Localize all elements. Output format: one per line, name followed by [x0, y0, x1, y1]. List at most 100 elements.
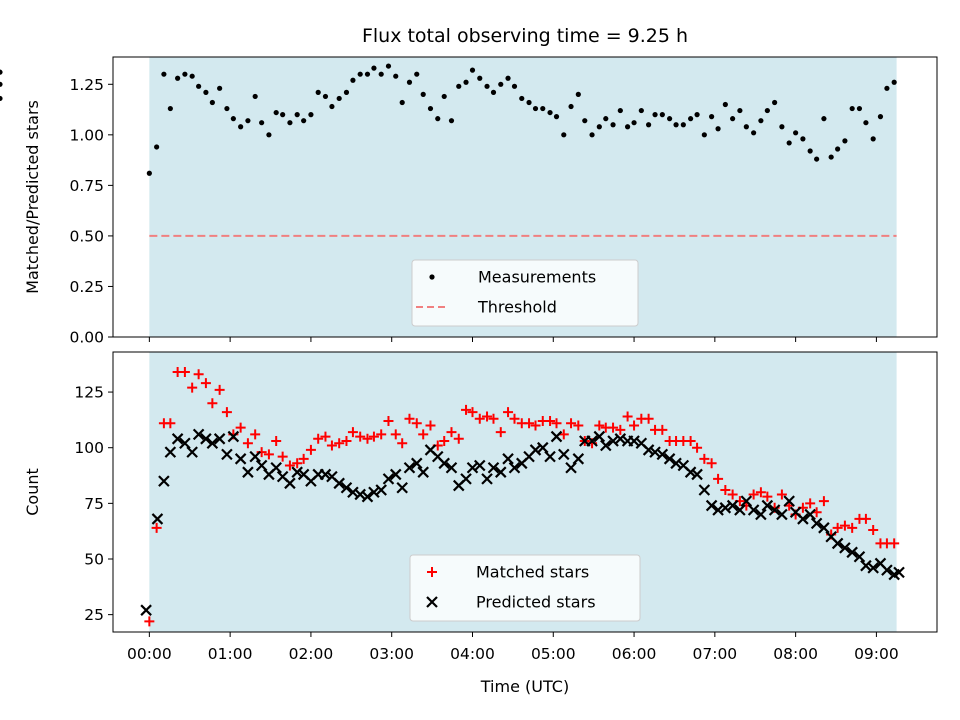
data-point [376, 429, 387, 440]
data-point [361, 490, 374, 503]
data-point [350, 77, 356, 83]
series-matched-stars [144, 367, 900, 627]
data-point [807, 148, 813, 154]
data-point [544, 450, 556, 463]
data-point [509, 413, 520, 424]
data-point [849, 105, 855, 112]
data-point [524, 418, 535, 429]
data-point [0, 69, 3, 75]
data-point [383, 415, 394, 426]
data-point [230, 116, 236, 122]
data-point [656, 448, 669, 461]
data-point [271, 436, 282, 447]
data-point [712, 504, 724, 516]
data-point [193, 369, 204, 380]
data-point [884, 85, 890, 91]
legend-marker [426, 596, 438, 608]
data-point [831, 537, 844, 550]
data-point [755, 508, 767, 521]
data-point [818, 522, 830, 534]
data-point [839, 520, 850, 531]
data-point [255, 459, 268, 472]
data-point [242, 466, 254, 478]
data-point [545, 415, 556, 426]
data-point [326, 440, 337, 451]
data-point [804, 508, 816, 521]
data-point [720, 484, 731, 495]
data-point [629, 420, 640, 431]
data-point [495, 427, 506, 438]
data-point [642, 444, 655, 456]
data-point [446, 427, 457, 438]
data-point [343, 89, 350, 95]
data-point [435, 116, 441, 122]
data-point [482, 411, 493, 422]
data-point [530, 420, 541, 431]
series-measurements [0, 63, 897, 176]
data-point [439, 436, 450, 447]
data-point [292, 458, 303, 469]
data-point [490, 89, 497, 95]
data-point [165, 418, 176, 429]
data-point [684, 466, 697, 478]
y-tick-label: 0.75 [69, 177, 104, 195]
data-point [828, 154, 834, 160]
data-point [498, 81, 504, 87]
data-point [610, 122, 616, 128]
axes-frame [112, 56, 938, 338]
data-point [743, 124, 749, 130]
data-point [329, 103, 335, 110]
data-point [393, 73, 399, 79]
legend-label: Threshold [477, 298, 557, 317]
data-point [699, 453, 710, 464]
data-point [649, 446, 661, 458]
data-point [692, 442, 703, 453]
data-point [404, 413, 415, 424]
data-point [438, 457, 450, 470]
x-axis-label: Time (UTC) [480, 677, 569, 696]
legend-label: Matched stars [476, 563, 589, 582]
data-point [713, 473, 724, 484]
data-point [301, 118, 307, 124]
y-tick-label: 100 [74, 439, 104, 457]
data-point [793, 130, 799, 136]
data-point [706, 458, 717, 469]
data-point [657, 424, 668, 435]
data-point [667, 116, 673, 122]
data-point [182, 71, 188, 77]
chart-title: Flux total observing time = 9.25 h [362, 25, 688, 47]
data-point [273, 109, 279, 116]
data-point [646, 122, 652, 128]
data-point [502, 453, 514, 465]
data-point [891, 79, 897, 85]
data-point [333, 477, 345, 490]
data-point [456, 83, 462, 89]
data-point [448, 118, 455, 124]
data-point [164, 446, 177, 458]
data-point [221, 407, 232, 418]
data-point [234, 453, 247, 465]
data-point [284, 477, 296, 490]
data-point [259, 120, 265, 126]
data-point [572, 453, 585, 465]
data-point [308, 112, 314, 118]
data-point [691, 468, 703, 481]
data-point [863, 120, 869, 126]
data-point [550, 430, 563, 443]
legend-box [409, 554, 641, 622]
data-point [368, 486, 380, 499]
data-point [144, 616, 155, 627]
data-point [284, 460, 295, 471]
data-point [250, 429, 261, 440]
data-point [600, 439, 612, 452]
data-point [797, 513, 809, 525]
y-tick-label: 1.25 [69, 76, 104, 94]
y-tick-label: 75 [84, 495, 104, 513]
data-point [217, 85, 223, 91]
data-point [227, 430, 240, 443]
data-point [481, 473, 493, 485]
data-point [477, 75, 483, 81]
x-tick-label: 09:00 [854, 645, 899, 663]
data-point [764, 107, 770, 114]
legend-count: Matched stars Predicted stars [409, 554, 641, 622]
